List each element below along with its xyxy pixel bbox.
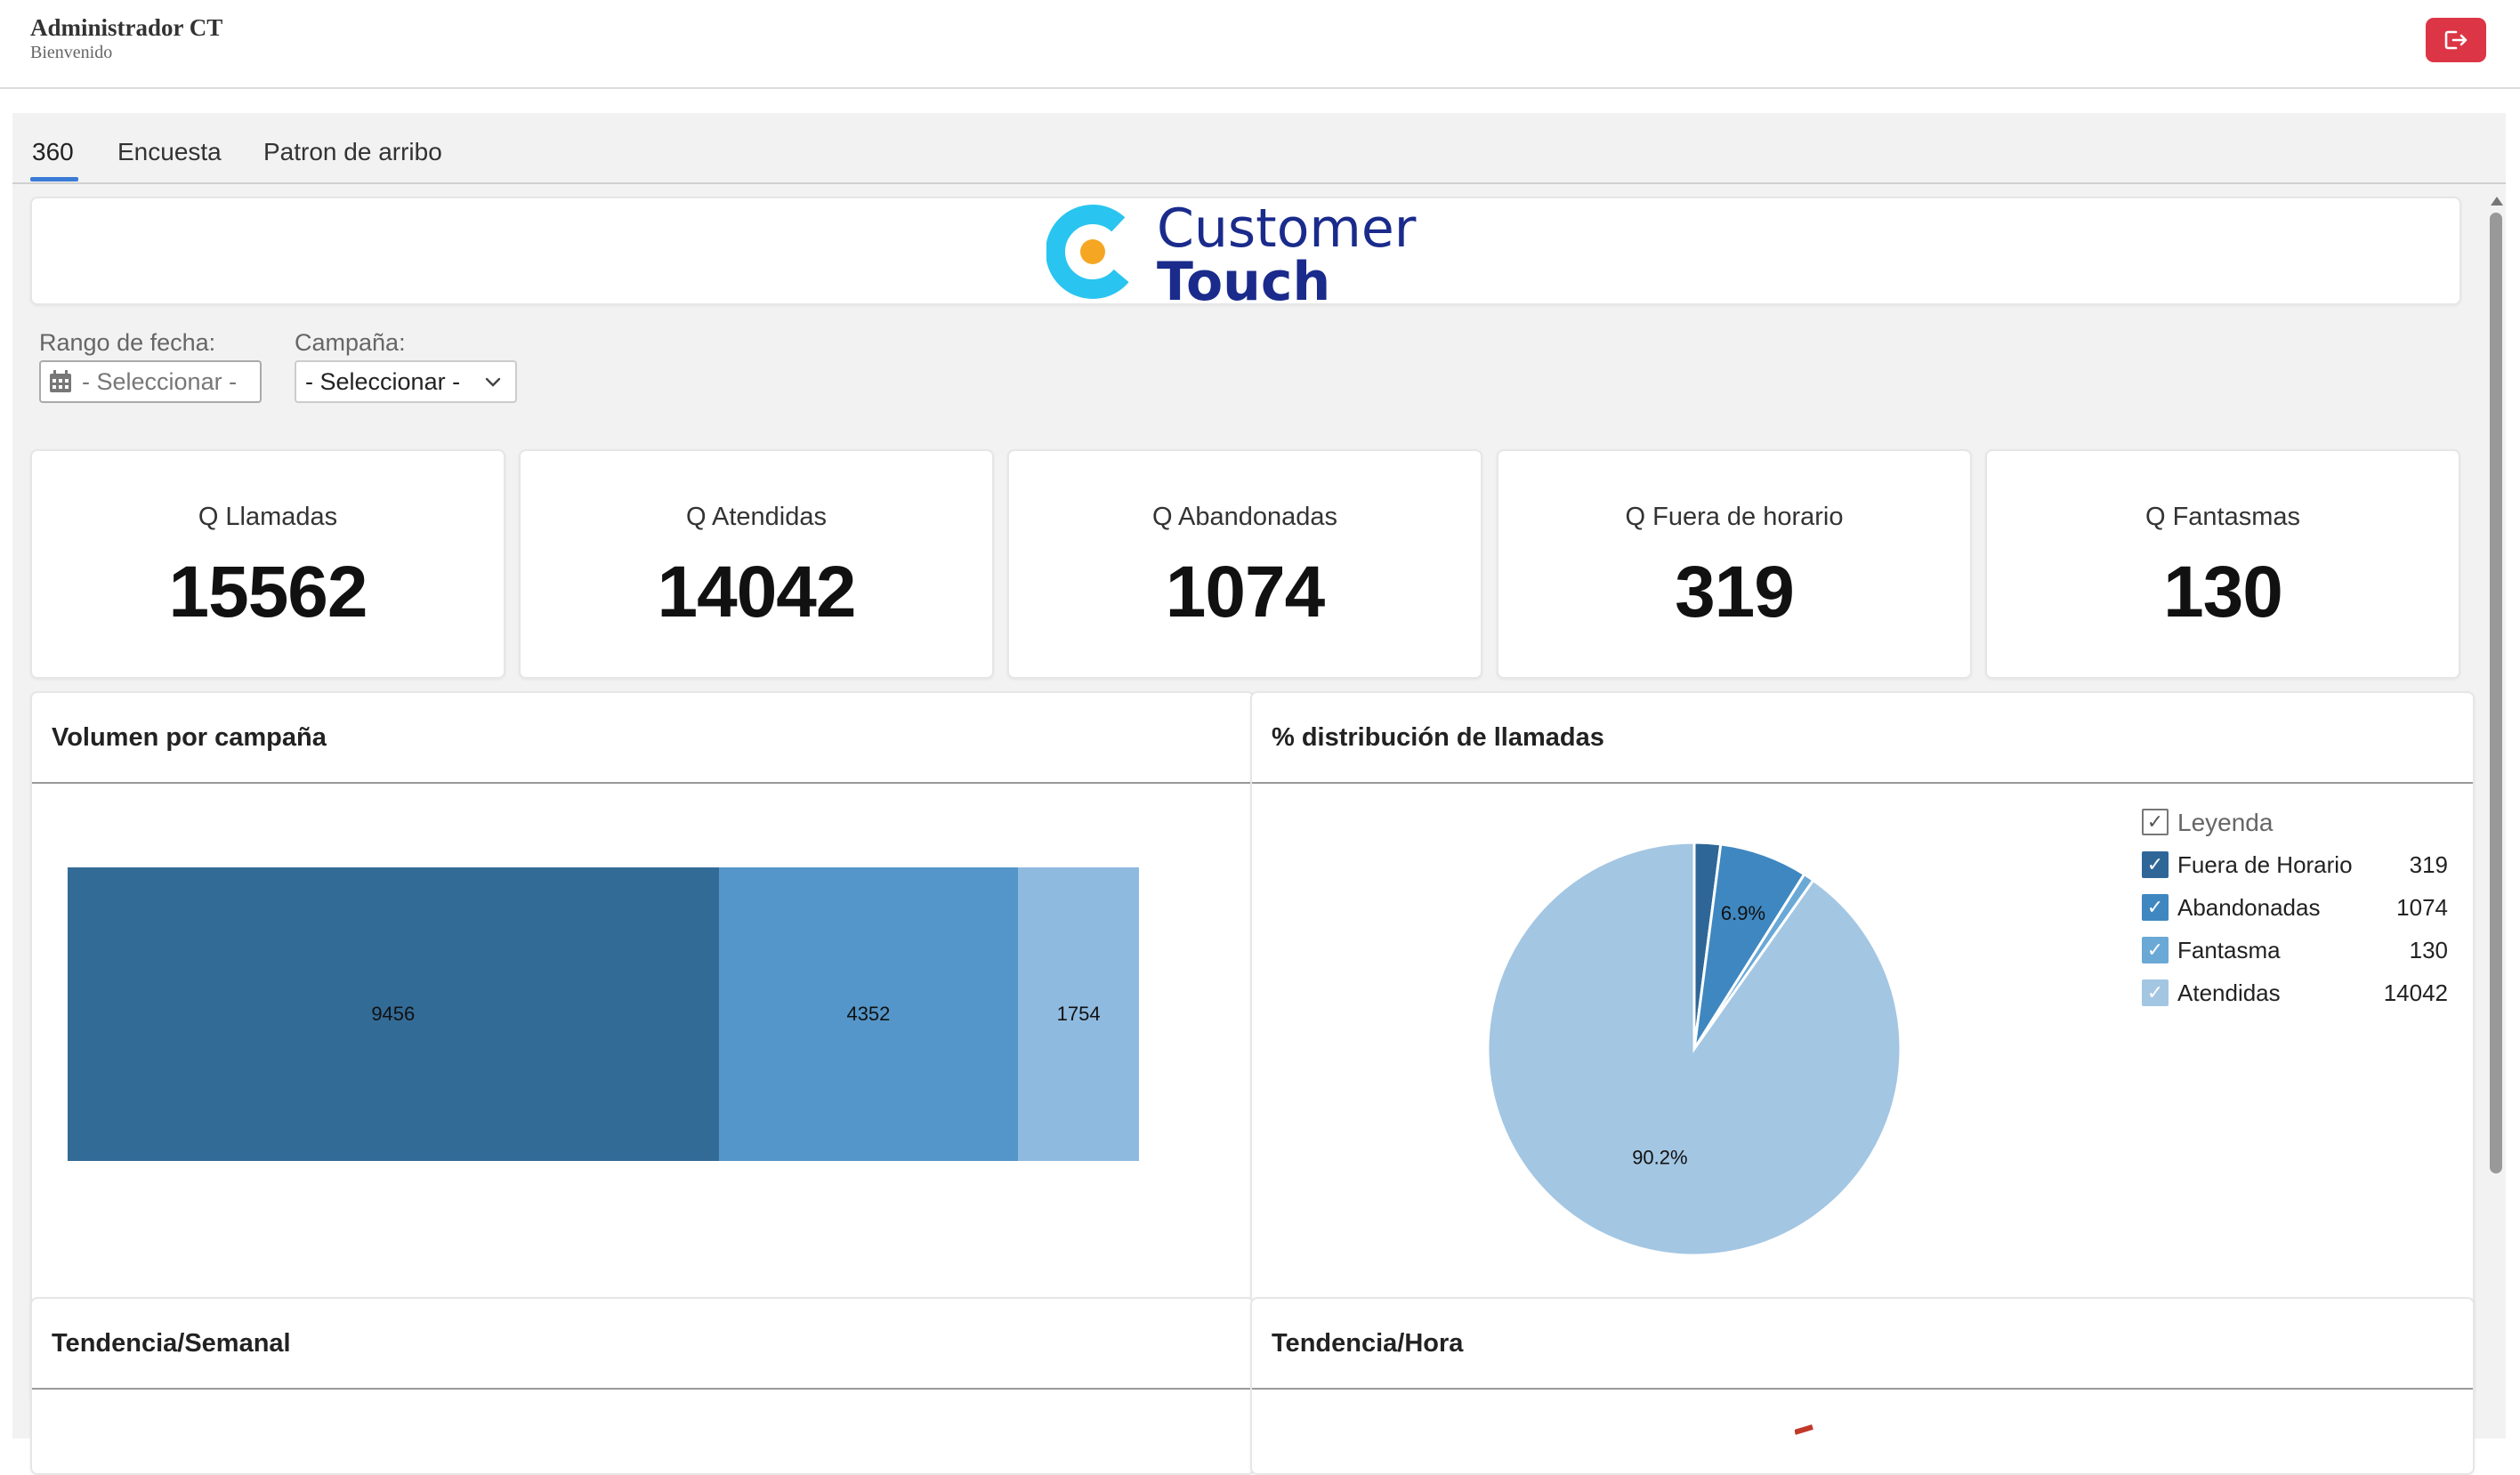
legend-label: Fantasma bbox=[2177, 937, 2281, 963]
legend-item-fuera-de-horario[interactable]: ✓ Fuera de Horario 319 bbox=[2142, 846, 2448, 889]
distribution-panel-title: % distribución de llamadas bbox=[1272, 723, 1604, 752]
legend-item-abandonadas[interactable]: ✓ Abandonadas 1074 bbox=[2142, 889, 2448, 931]
legend-label: Abandonadas bbox=[2177, 894, 2321, 921]
legend-value: 319 bbox=[2409, 851, 2448, 878]
bar-data-label: 9456 bbox=[371, 1003, 416, 1025]
legend-item-atendidas[interactable]: ✓ Atendidas 14042 bbox=[2142, 974, 2448, 1017]
tab-patron-de-arribo[interactable]: Patron de arribo bbox=[263, 138, 442, 165]
kpi-value: 14042 bbox=[657, 552, 856, 633]
tab-bar: 360 Encuesta Patron de arribo bbox=[12, 113, 2506, 184]
pie-data-label: 6.9% bbox=[1721, 902, 1765, 924]
weekly-trend-title: Tendencia/Semanal bbox=[52, 1329, 291, 1358]
chevron-down-icon bbox=[485, 377, 501, 387]
legend-value: 130 bbox=[2409, 937, 2448, 963]
panel-divider bbox=[1252, 782, 2473, 784]
date-range-label: Rango de fecha: bbox=[39, 329, 216, 356]
tab-encuesta[interactable]: Encuesta bbox=[117, 138, 222, 165]
bar-segment[interactable]: 4352 bbox=[718, 867, 1019, 1161]
kpi-value: 130 bbox=[2163, 552, 2283, 633]
bar-segment[interactable]: 1754 bbox=[1018, 867, 1139, 1161]
campaign-select[interactable]: - Seleccionar - bbox=[295, 360, 517, 403]
kpi-label: Q Atendidas bbox=[686, 503, 827, 531]
legend-checkbox[interactable]: ✓ bbox=[2142, 979, 2169, 1006]
bar-data-label: 1754 bbox=[1056, 1003, 1101, 1025]
legend-checkbox[interactable]: ✓ bbox=[2142, 937, 2169, 963]
hourly-trend-title: Tendencia/Hora bbox=[1272, 1329, 1464, 1358]
date-range-input[interactable]: - Seleccionar - bbox=[39, 360, 262, 403]
legend-checkbox[interactable]: ✓ bbox=[2142, 894, 2169, 921]
legend-header[interactable]: ✓ Leyenda bbox=[2142, 803, 2448, 846]
distribution-panel: % distribución de llamadas 6.9% 90.2% ✓ L… bbox=[1250, 691, 2475, 1398]
legend-value: 1074 bbox=[2396, 894, 2448, 921]
kpi-card-abandonadas: Q Abandonadas 1074 bbox=[1007, 449, 1482, 679]
kpi-value: 15562 bbox=[168, 552, 368, 633]
campaign-label: Campaña: bbox=[295, 329, 406, 356]
panel-divider bbox=[1252, 1388, 2473, 1390]
legend-label: Atendidas bbox=[2177, 979, 2281, 1006]
logo-text-touch: Touch bbox=[1157, 251, 1330, 307]
kpi-card-fuera-de-horario: Q Fuera de horario 319 bbox=[1497, 449, 1972, 679]
panel-divider bbox=[32, 1388, 1253, 1390]
panel-divider bbox=[32, 782, 1253, 784]
greeting-text: Bienvenido bbox=[30, 43, 113, 62]
kpi-value: 319 bbox=[1675, 552, 1795, 633]
main-area: 360 Encuesta Patron de arribo Customer T… bbox=[12, 113, 2506, 1475]
brand-card: Customer Touch bbox=[30, 197, 2461, 307]
kpi-value: 1074 bbox=[1165, 552, 1325, 633]
volume-panel-title: Volumen por campaña bbox=[52, 723, 327, 752]
hourly-trend-panel: Tendencia/Hora bbox=[1250, 1297, 2475, 1475]
scroll-thumb[interactable] bbox=[2490, 213, 2502, 1173]
user-name: Administrador CT bbox=[30, 14, 223, 41]
kpi-label: Q Fuera de horario bbox=[1625, 503, 1844, 531]
kpi-label: Q Abandonadas bbox=[1151, 503, 1337, 531]
tab-360[interactable]: 360 bbox=[32, 138, 74, 165]
legend-item-fantasma[interactable]: ✓ Fantasma 130 bbox=[2142, 931, 2448, 974]
kpi-label: Q Llamadas bbox=[198, 503, 338, 531]
volume-panel: Volumen por campaña 9456 4352 1754 bbox=[30, 691, 1255, 1398]
pie-legend: ✓ Leyenda ✓ Fuera de Horario 319 ✓ Aband… bbox=[2142, 803, 2448, 1017]
pie-data-label: 90.2% bbox=[1632, 1147, 1687, 1169]
kpi-label: Q Fantasmas bbox=[2144, 503, 2301, 531]
pie-slice[interactable] bbox=[1486, 841, 1902, 1257]
active-tab-indicator bbox=[30, 177, 78, 181]
logo-text-customer: Customer bbox=[1157, 198, 1417, 260]
top-bar: Administrador CT Bienvenido bbox=[0, 0, 2520, 89]
legend-title: Leyenda bbox=[2177, 809, 2274, 836]
weekly-trend-panel: Tendencia/Semanal bbox=[30, 1297, 1255, 1475]
calendar-icon bbox=[50, 370, 71, 392]
kpi-card-fantasmas: Q Fantasmas 130 bbox=[1985, 449, 2460, 679]
customer-touch-logo: Customer Touch bbox=[1046, 198, 1417, 307]
legend-toggle-checkbox[interactable]: ✓ bbox=[2142, 809, 2169, 835]
kpi-card-atendidas: Q Atendidas 14042 bbox=[519, 449, 994, 679]
legend-value: 14042 bbox=[2383, 979, 2448, 1006]
date-range-placeholder: - Seleccionar - bbox=[82, 367, 238, 395]
legend-checkbox[interactable]: ✓ bbox=[2142, 851, 2169, 878]
kpi-card-llamadas: Q Llamadas 15562 bbox=[30, 449, 505, 679]
legend-label: Fuera de Horario bbox=[2177, 851, 2353, 878]
vertical-scrollbar[interactable] bbox=[2486, 193, 2506, 1439]
hourly-trend-line-fragment bbox=[1795, 1424, 1813, 1435]
logout-icon bbox=[2444, 30, 2468, 50]
logout-button[interactable] bbox=[2426, 18, 2486, 62]
bar-data-label: 4352 bbox=[846, 1003, 891, 1025]
campaign-selected-value: - Seleccionar - bbox=[305, 367, 461, 395]
distribution-pie-chart: 6.9% 90.2% bbox=[1486, 841, 1902, 1257]
scroll-up-arrow-icon[interactable] bbox=[2491, 197, 2503, 206]
bar-segment[interactable]: 9456 bbox=[68, 867, 719, 1161]
volume-stacked-bar-chart: 9456 4352 1754 bbox=[68, 867, 1139, 1161]
